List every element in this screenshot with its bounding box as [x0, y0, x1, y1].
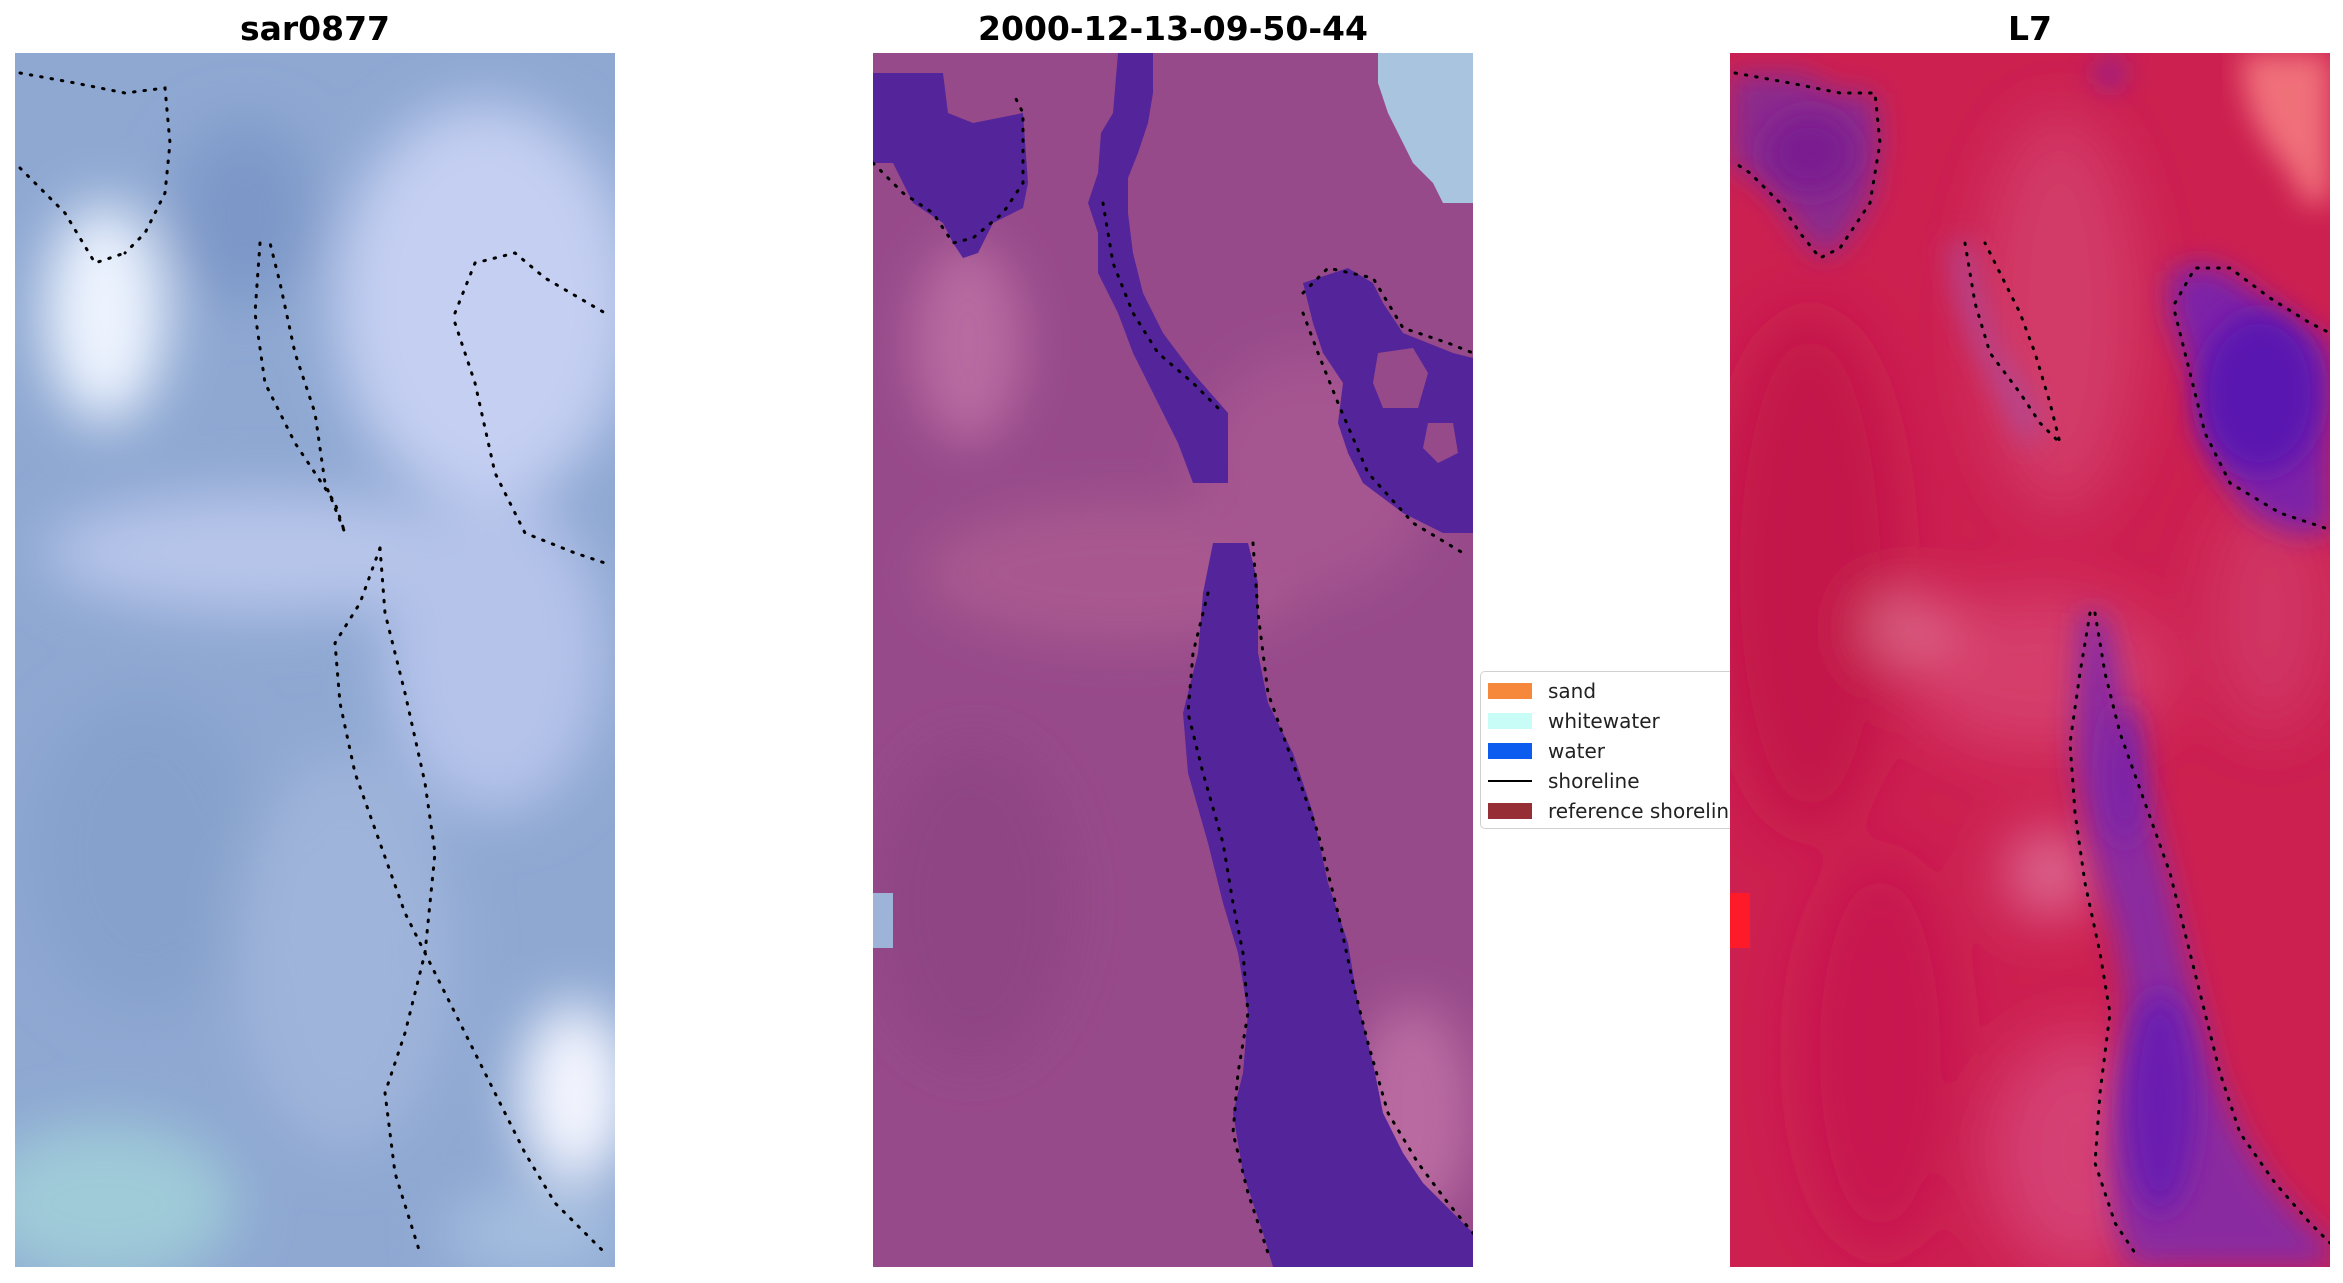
legend-label-sand: sand — [1548, 679, 1597, 703]
legend-label-shoreline: shoreline — [1548, 769, 1640, 793]
legend-item-water: water — [1488, 736, 1605, 766]
legend-swatch-reference-shoreline — [1488, 803, 1532, 819]
index-image-panel — [1730, 53, 2330, 1267]
legend: sand whitewater water shoreline referenc… — [1480, 671, 1730, 829]
legend-item-sand: sand — [1488, 676, 1596, 706]
rgb-image — [15, 53, 615, 1267]
rgb-image-panel — [15, 53, 615, 1267]
panel-title-index: L7 — [2008, 9, 2052, 48]
legend-swatch-whitewater — [1488, 713, 1532, 729]
legend-swatch-sand — [1488, 683, 1532, 699]
legend-label-water: water — [1548, 739, 1605, 763]
legend-item-whitewater: whitewater — [1488, 706, 1660, 736]
panel-title-rgb: sar0877 — [239, 9, 391, 48]
legend-item-shoreline: shoreline — [1488, 766, 1640, 796]
legend-line-shoreline — [1488, 780, 1532, 782]
index-image — [1730, 53, 2330, 1267]
classified-image-panel — [873, 53, 1473, 1267]
panel-title-classified: 2000-12-13-09-50-44 — [978, 9, 1368, 48]
legend-item-reference-shoreline: reference shoreline — [1488, 796, 1730, 826]
legend-label-reference-shoreline: reference shoreline — [1548, 799, 1730, 823]
legend-swatch-water — [1488, 743, 1532, 759]
classified-image — [873, 53, 1473, 1267]
legend-label-whitewater: whitewater — [1548, 709, 1660, 733]
